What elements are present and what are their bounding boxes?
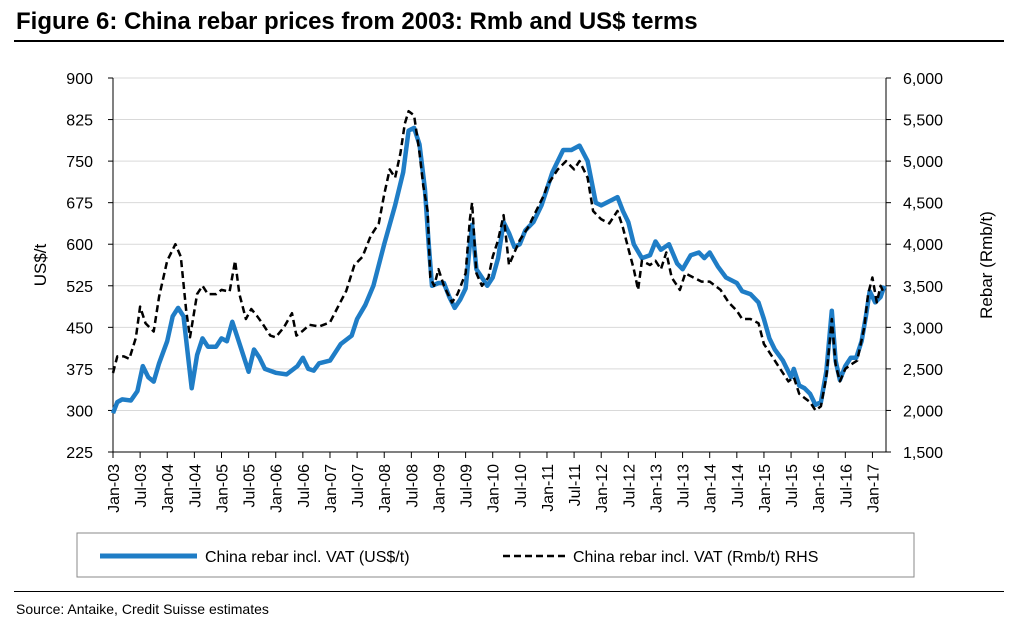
legend: China rebar incl. VAT (US$/t) China reba… — [76, 532, 915, 578]
x-tick-label: Jan-07 — [323, 464, 340, 513]
x-tick-label: Jan-04 — [160, 464, 177, 513]
x-tick-label: Jul-12 — [621, 464, 638, 508]
right-axis-label: Rebar (Rmb/t) — [977, 211, 996, 319]
y-tick-right: 6,000 — [903, 71, 943, 88]
x-tick-label: Jul-10 — [513, 464, 530, 508]
x-tick-label: Jan-11 — [540, 464, 557, 512]
y-tick-left: 225 — [66, 445, 93, 462]
y-tick-left: 600 — [66, 237, 93, 254]
x-tick-label: Jan-17 — [865, 464, 882, 513]
y-tick-left: 525 — [66, 279, 93, 296]
y-tick-left: 900 — [66, 71, 93, 88]
series-lines — [110, 109, 887, 415]
x-tick-label: Jul-09 — [459, 464, 476, 508]
y-tick-right: 3,500 — [903, 279, 943, 296]
x-tick-label: Jan-05 — [214, 464, 231, 513]
chart: 900 825 750 675 600 525 450 375 300 225 6,000 5,50… — [31, 71, 996, 578]
legend-label-usd: China rebar incl. VAT (US$/t) — [205, 549, 410, 566]
x-tick-label: Jul-07 — [350, 464, 367, 508]
right-axis-ticks: 6,000 5,500 5,000 4,500 4,000 3,500 3,000 2,500… — [903, 71, 943, 462]
x-tick-label: Jan-14 — [703, 464, 720, 513]
y-tick-right: 4,500 — [903, 196, 943, 213]
y-tick-right: 2,000 — [903, 403, 943, 420]
legend-label-rmb: China rebar incl. VAT (Rmb/t) RHS — [573, 549, 818, 566]
y-tick-left: 750 — [66, 154, 93, 171]
series-line-usd — [110, 125, 887, 415]
left-axis-label: US$/t — [31, 243, 50, 286]
source-note: Source: Antaike, Credit Suisse estimates — [16, 601, 269, 617]
y-tick-left: 825 — [66, 113, 93, 130]
x-tick-label: Jan-08 — [377, 464, 394, 513]
x-axis-ticks: Jan-03 Jul-03 Jan-04 Jul-04 Jan-05 Jul-05 Jan-… — [106, 452, 882, 513]
x-tick-label: Jul-13 — [676, 464, 693, 508]
x-tick-label: Jan-09 — [431, 464, 448, 513]
x-tick-label: Jan-03 — [106, 464, 123, 513]
x-tick-label: Jul-05 — [242, 464, 259, 508]
x-tick-label: Jul-14 — [730, 464, 747, 508]
chart-gridlines — [113, 77, 886, 453]
x-tick-label: Jul-03 — [133, 464, 150, 508]
x-tick-label: Jul-06 — [296, 464, 313, 508]
x-tick-label: Jul-16 — [838, 464, 855, 508]
x-tick-label: Jul-08 — [404, 464, 421, 508]
y-tick-left: 450 — [66, 320, 93, 337]
y-tick-right: 3,000 — [903, 320, 943, 337]
x-tick-label: Jan-16 — [811, 464, 828, 513]
left-axis-ticks: 900 825 750 675 600 525 450 375 300 225 — [66, 71, 93, 462]
y-tick-right: 4,000 — [903, 237, 943, 254]
footer-divider — [14, 591, 1004, 592]
x-tick-label: Jan-13 — [648, 464, 665, 513]
y-tick-right: 1,500 — [903, 445, 943, 462]
x-tick-label: Jul-04 — [187, 464, 204, 508]
y-tick-right: 2,500 — [903, 362, 943, 379]
legend-box — [76, 532, 915, 578]
y-tick-right: 5,000 — [903, 154, 943, 171]
x-tick-label: Jul-15 — [784, 464, 801, 508]
x-tick-label: Jan-06 — [269, 464, 286, 513]
figure-title: Figure 6: China rebar prices from 2003: … — [16, 8, 698, 35]
y-tick-right: 5,500 — [903, 113, 943, 130]
x-tick-label: Jul-11 — [567, 464, 584, 506]
y-tick-left: 300 — [66, 403, 93, 420]
y-tick-left: 375 — [66, 362, 93, 379]
x-tick-label: Jan-12 — [594, 464, 611, 513]
series-line-rmb — [111, 109, 886, 412]
x-tick-label: Jan-10 — [486, 464, 503, 513]
x-tick-label: Jan-15 — [757, 464, 774, 513]
y-tick-left: 675 — [66, 196, 93, 213]
title-divider — [14, 40, 1004, 42]
chart-axes — [108, 77, 891, 453]
